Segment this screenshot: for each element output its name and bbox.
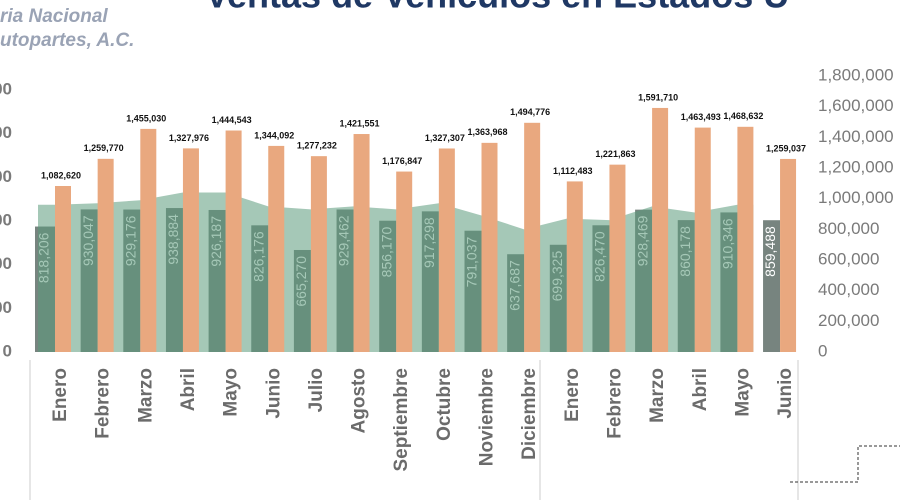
y2-tick-label: 200,000 bbox=[0, 298, 12, 317]
org-name: ria Nacional bbox=[0, 6, 108, 27]
x-tick-label: Septiembre bbox=[391, 368, 412, 471]
bar bbox=[396, 171, 413, 352]
value-label: 859,488 bbox=[762, 226, 778, 277]
x-tick-label: Mayo bbox=[732, 368, 753, 417]
value-label: 1,259,037 bbox=[766, 143, 806, 153]
bar bbox=[182, 148, 199, 352]
value-label: 1,494,776 bbox=[510, 107, 550, 117]
y-tick-label: 1,200,000 bbox=[818, 157, 894, 176]
x-tick-label: Octubre bbox=[434, 368, 455, 441]
value-label: 1,327,976 bbox=[169, 133, 209, 143]
y2-tick-label: 1,200,000 bbox=[0, 79, 12, 98]
x-tick-label: Marzo bbox=[135, 368, 156, 423]
value-label: 1,327,307 bbox=[425, 133, 465, 143]
bar bbox=[524, 122, 541, 352]
value-label: 1,277,232 bbox=[297, 141, 337, 151]
bar bbox=[55, 185, 71, 352]
bar bbox=[780, 158, 797, 352]
bar bbox=[268, 145, 285, 352]
x-tick-label: Marzo bbox=[647, 368, 668, 423]
x-tick-label: Febrero bbox=[93, 368, 114, 439]
bar bbox=[353, 134, 370, 352]
bar bbox=[737, 126, 754, 353]
x-tick-label: Diciembre bbox=[519, 368, 540, 460]
value-label: 1,444,543 bbox=[212, 115, 252, 125]
value-label: 1,463,493 bbox=[681, 112, 721, 122]
x-tick-label: Junio bbox=[775, 368, 796, 419]
x-tick-label: Junio bbox=[263, 368, 284, 419]
value-label: 1,176,847 bbox=[382, 156, 422, 166]
y-tick-label: 800,000 bbox=[818, 219, 879, 238]
value-label: 1,112,483 bbox=[553, 166, 593, 176]
value-label: 1,221,863 bbox=[595, 149, 635, 159]
y2-tick-label: 1,000,000 bbox=[0, 123, 12, 142]
bar bbox=[97, 158, 114, 352]
bar bbox=[481, 142, 498, 352]
decoration bbox=[790, 445, 900, 483]
value-label: 1,363,968 bbox=[467, 127, 507, 137]
x-tick-label: Abril bbox=[178, 368, 199, 411]
x-tick-label: Enero bbox=[50, 368, 71, 422]
x-tick-label: Julio bbox=[306, 368, 327, 412]
bar bbox=[140, 128, 157, 352]
y-tick-label: 400,000 bbox=[818, 280, 879, 299]
y-tick-label: 1,400,000 bbox=[818, 127, 894, 146]
x-tick-label: Febrero bbox=[604, 368, 625, 439]
x-tick-label: Noviembre bbox=[477, 368, 498, 466]
value-label: 1,259,770 bbox=[84, 143, 124, 153]
y2-tick-label: 0 bbox=[3, 341, 12, 360]
org-name: utopartes, A.C. bbox=[0, 30, 134, 51]
x-tick-label: Abril bbox=[690, 368, 711, 411]
y2-tick-label: 400,000 bbox=[0, 254, 12, 273]
value-label: 1,421,551 bbox=[340, 118, 380, 128]
bar bbox=[438, 148, 455, 352]
bar bbox=[694, 127, 711, 352]
bar bbox=[566, 181, 583, 352]
y-tick-label: 0 bbox=[818, 341, 827, 360]
chart-title: Ventas de Vehículos en Estados U bbox=[205, 0, 789, 16]
bar bbox=[609, 164, 626, 352]
y2-tick-label: 600,000 bbox=[0, 210, 12, 229]
y-tick-label: 1,600,000 bbox=[818, 96, 894, 115]
bar bbox=[310, 156, 327, 352]
value-label: 1,455,030 bbox=[126, 113, 166, 123]
bar bbox=[652, 107, 669, 352]
bar bbox=[225, 130, 242, 352]
x-tick-label: Mayo bbox=[221, 368, 242, 417]
value-label: 1,082,620 bbox=[41, 170, 81, 180]
y-tick-label: 1,000,000 bbox=[818, 188, 894, 207]
x-tick-label: Enero bbox=[562, 368, 583, 422]
value-label: 1,344,092 bbox=[254, 130, 294, 140]
y-tick-label: 600,000 bbox=[818, 249, 879, 268]
value-label: 1,468,632 bbox=[723, 111, 763, 121]
x-tick-label: Agosto bbox=[349, 368, 370, 433]
value-label: 1,591,710 bbox=[638, 92, 678, 102]
y2-tick-label: 800,000 bbox=[0, 167, 12, 186]
bar bbox=[763, 220, 781, 352]
y-tick-label: 1,800,000 bbox=[818, 65, 894, 84]
y-tick-label: 200,000 bbox=[818, 311, 879, 330]
